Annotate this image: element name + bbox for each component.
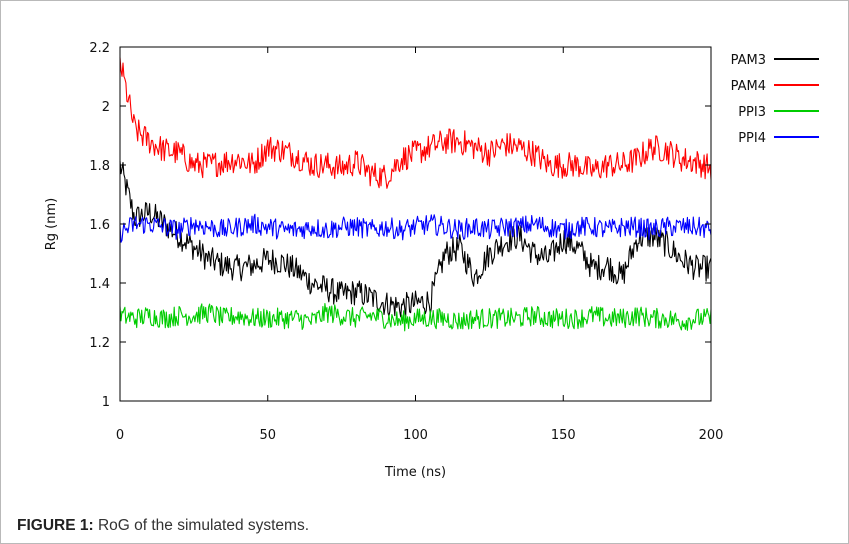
legend-label-pam3: PAM3 (731, 53, 766, 68)
legend-label-pam4: PAM4 (731, 79, 766, 94)
y-tick-label: 1.8 (89, 159, 110, 174)
rg-line-chart: 1 1.2 1.4 1.6 1.8 2 2.2 0 50 100 150 200 Time (ns) Rg… (44, 41, 819, 480)
y-tick-label: 2.2 (89, 41, 110, 56)
caption-text: RoG of the simulated systems. (97, 517, 310, 534)
x-axis-label: Time (ns) (384, 465, 446, 480)
y-tick-label: 1.6 (89, 218, 110, 233)
y-tick-label: 1 (102, 395, 110, 410)
y-tick-label: 1.2 (89, 336, 110, 351)
y-tick-label: 1.4 (89, 277, 110, 292)
figure-caption: FIGURE 1: RoG of the simulated systems. (17, 517, 309, 535)
x-tick-label: 50 (259, 428, 276, 443)
y-tick-label: 2 (102, 100, 110, 115)
legend-label-ppi4: PPI4 (738, 131, 766, 146)
caption-label: FIGURE 1: (17, 517, 94, 534)
series-line-pam3 (119, 160, 712, 319)
x-tick-label: 0 (116, 428, 124, 443)
series-line-ppi3 (119, 302, 712, 332)
x-tick-label: 200 (699, 428, 724, 443)
series-line-ppi4 (119, 213, 712, 243)
legend-label-ppi3: PPI3 (738, 105, 766, 120)
series-line-pam4 (119, 57, 712, 189)
x-tick-label: 100 (403, 428, 428, 443)
y-axis-label: Rg (nm) (44, 198, 59, 250)
x-tick-label: 150 (551, 428, 576, 443)
